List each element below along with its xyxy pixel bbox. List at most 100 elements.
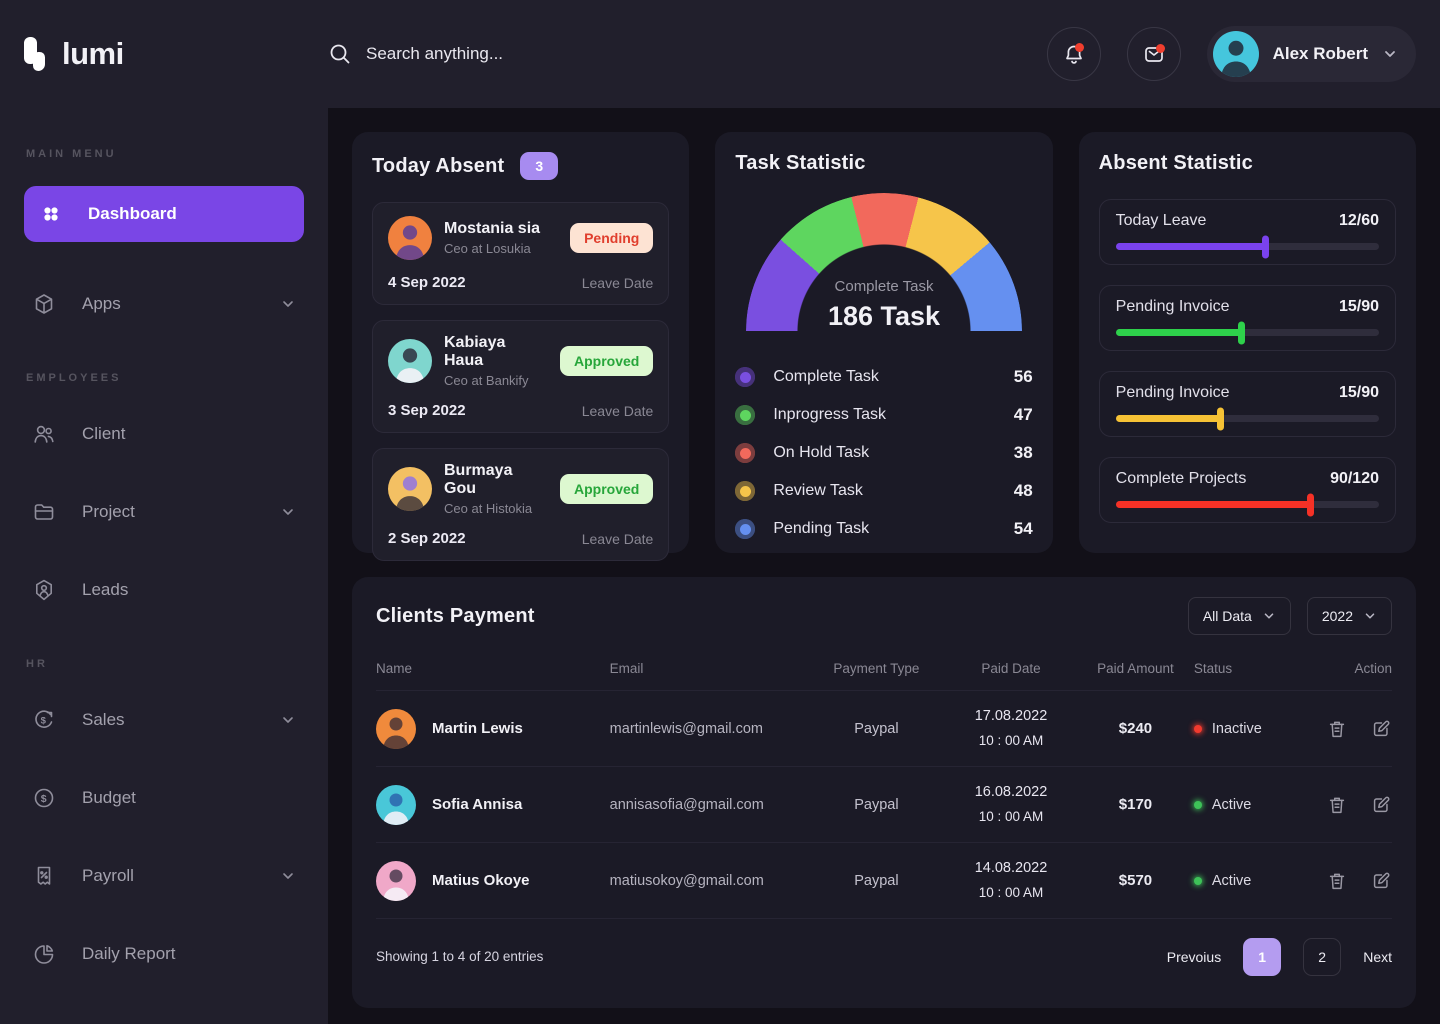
sidebar-item-label: Client [82,424,126,443]
progress-slider[interactable] [1115,415,1379,422]
clients-payment-title: Clients Payment [376,604,535,627]
task-statistic-title: Task Statistic [735,152,866,174]
sidebar-item-label: Apps [82,294,121,313]
year-filter-dropdown[interactable]: 2022 [1306,597,1392,635]
legend-item: On Hold Task 38 [735,434,1033,472]
today-absent-card: Today Absent 3 Mostania sia Ceo at Losuk… [352,132,690,561]
avatar [388,339,432,383]
filter-label: 2022 [1321,608,1353,624]
edit-icon[interactable] [1370,718,1392,740]
client-name: Matius Okoye [432,872,530,889]
today-absent-title: Today Absent [372,154,505,177]
status-badge: Approved [559,346,654,376]
legend-dot [735,405,756,425]
stat-value: 15/90 [1338,384,1379,401]
task-gauge: Complete Task 186 Task [745,193,1022,332]
dollar-circle-icon: $ [34,788,54,808]
sidebar-item-sales[interactable]: $ Sales [24,696,304,744]
delete-icon[interactable] [1326,718,1348,740]
absent-entry[interactable]: Kabiaya Haua Ceo at Bankify Approved 3 S… [372,320,670,433]
paid-amount: $170 [1118,796,1153,813]
notifications-button[interactable] [1046,27,1101,81]
sidebar-item-dashboard[interactable]: Dashboard [24,186,304,242]
table-row[interactable]: Martin Lewis martinlewis@gmail.com Paypa… [376,690,1392,766]
table-row[interactable]: Matius Okoye matiusokoy@gmail.com Paypal… [376,842,1392,918]
people-icon [34,425,54,443]
absent-role: Ceo at Histokia [444,501,533,516]
sidebar-item-budget[interactable]: $ Budget [24,774,304,822]
pagination: Prevoius 1 2 Next [1166,937,1392,976]
main-content: Today Absent 3 Mostania sia Ceo at Losuk… [328,108,1440,1024]
delete-icon[interactable] [1326,870,1348,892]
dollar-rotate-icon: $ [35,710,53,728]
paid-date: 17.08.2022 10 : 00 AM [974,707,1048,748]
avatar [376,784,416,825]
paid-amount: $570 [1118,872,1153,889]
all-data-filter-dropdown[interactable]: All Data [1187,597,1291,635]
column-header-payment-type: Payment Type [833,661,920,676]
status-label: Active [1211,796,1252,813]
mail-icon [1144,47,1163,62]
lumi-logo-icon [24,37,50,71]
status-dot [1193,724,1202,733]
legend-item: Review Task 48 [735,472,1033,510]
progress-slider[interactable] [1115,501,1379,508]
paid-date: 14.08.2022 10 : 00 AM [974,859,1048,900]
payment-type: Paypal [854,796,899,813]
status-dot [1193,800,1202,809]
legend-label: On Hold Task [773,444,870,461]
absent-statistic-title: Absent Statistic [1098,152,1253,174]
avatar [376,860,416,901]
edit-icon[interactable] [1370,870,1392,892]
absent-entry[interactable]: Burmaya Gou Ceo at Histokia Approved 2 S… [372,448,670,561]
progress-slider[interactable] [1115,329,1379,336]
sidebar-item-client[interactable]: Client [24,410,304,458]
sidebar-item-leads[interactable]: Leads [24,566,304,614]
chevron-down-icon [1264,613,1274,619]
stat-box: Pending Invoice 15/90 [1098,371,1396,437]
column-header-paid-amount: Paid Amount [1097,661,1174,676]
svg-text:$: $ [41,793,47,805]
grid-dots-icon [44,207,58,221]
page-button-2[interactable]: 2 [1303,937,1342,976]
user-menu[interactable]: Alex Robert [1206,26,1416,82]
stat-label: Pending Invoice [1115,298,1230,315]
stat-box: Today Leave 12/60 [1098,199,1396,265]
legend-value: 56 [1013,367,1033,386]
today-absent-count-badge: 3 [520,152,559,180]
progress-slider[interactable] [1115,243,1379,250]
next-button[interactable]: Next [1363,948,1392,965]
task-statistic-card: Task Statistic Complete Task 186 Task Co… [715,132,1053,553]
gauge-center-label: Complete Task [834,278,934,295]
search-icon [330,44,350,64]
page-button-1[interactable]: 1 [1243,937,1282,976]
sidebar-item-payroll[interactable]: Payroll [24,852,304,900]
absent-name: Burmaya Gou [444,462,513,497]
sidebar-item-daily-report[interactable]: Daily Report [24,930,304,978]
legend-label: Complete Task [773,368,879,385]
sidebar-item-project[interactable]: Project [24,488,304,536]
legend-dot [735,367,756,387]
chevron-down-icon [283,717,293,723]
paid-date: 16.08.2022 10 : 00 AM [974,783,1048,824]
messages-button[interactable] [1126,27,1181,81]
legend-item: Complete Task 56 [735,358,1033,396]
sidebar: MAIN MENU Dashboard Apps EMPLOYEES Clien… [0,108,328,1024]
section-label-hr: HR [26,658,48,670]
search-input[interactable]: Search anything... [328,42,503,66]
leave-date-value: 4 Sep 2022 [388,274,466,291]
table-row[interactable]: Sofia Annisa annisasofia@gmail.com Paypa… [376,766,1392,842]
sidebar-item-apps[interactable]: Apps [24,280,304,328]
absent-role: Ceo at Losukia [444,241,531,256]
legend-item: Inprogress Task 47 [735,396,1033,434]
status-badge: Approved [559,474,654,504]
previous-button[interactable]: Prevoius [1166,948,1222,965]
avatar [1212,31,1259,77]
sidebar-item-label: Leads [82,580,129,599]
sidebar-item-label: Project [82,502,135,521]
absent-statistic-card: Absent Statistic Today Leave 12/60 Pendi… [1078,132,1416,553]
edit-icon[interactable] [1370,794,1392,816]
delete-icon[interactable] [1326,794,1348,816]
absent-entry[interactable]: Mostania sia Ceo at Losukia Pending 4 Se… [372,202,670,305]
showing-entries-text: Showing 1 to 4 of 20 entries [376,949,544,964]
